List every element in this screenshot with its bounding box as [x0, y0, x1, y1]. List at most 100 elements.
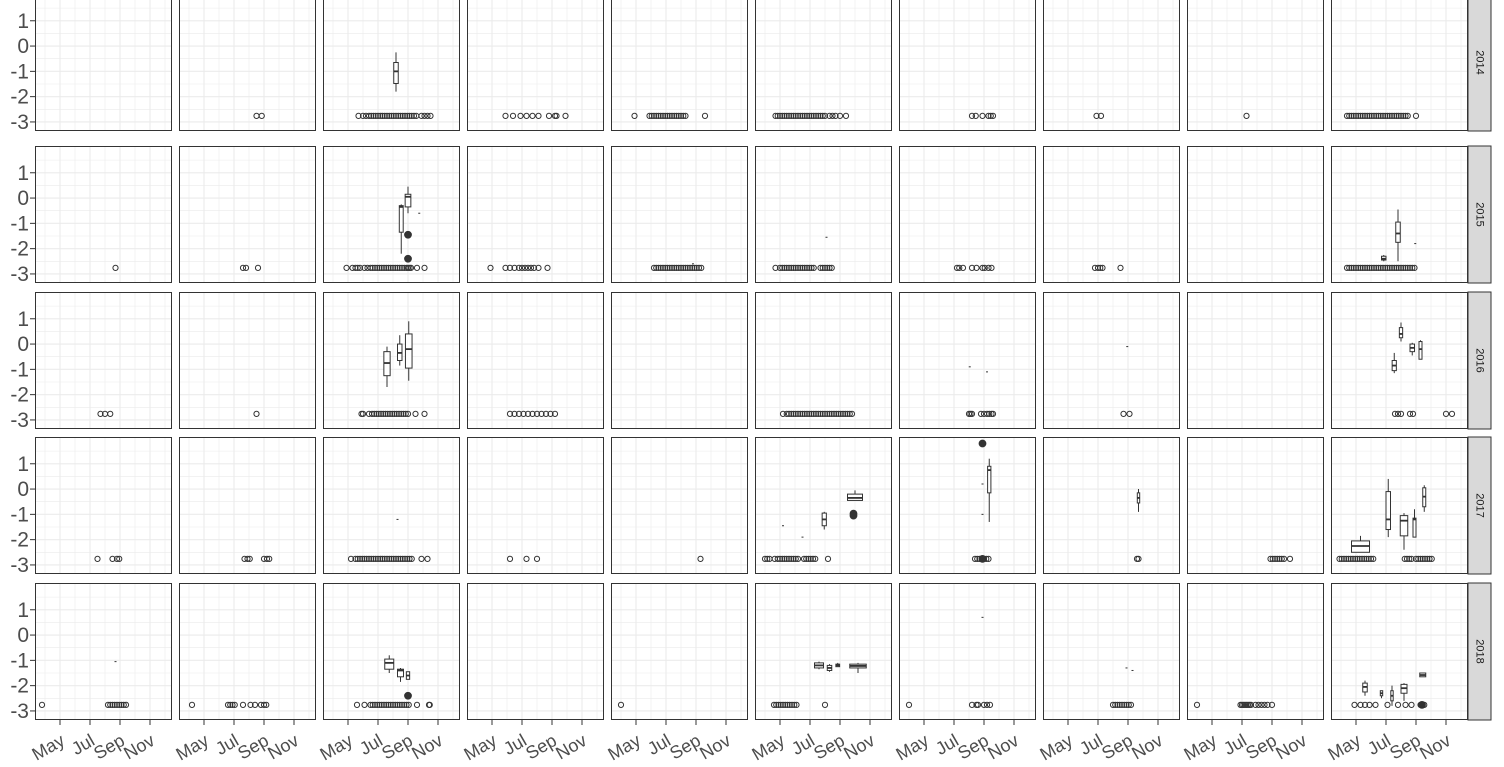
outlier-point — [842, 410, 849, 417]
outlier-point — [653, 264, 660, 271]
outlier-point — [107, 410, 114, 417]
outlier-point — [1384, 112, 1391, 119]
outlier-point — [1280, 555, 1288, 562]
facet-panel — [1331, 292, 1468, 429]
outlier-point — [1350, 264, 1357, 271]
outlier-point — [398, 701, 406, 708]
outlier-point — [657, 112, 664, 119]
outlier-point — [1382, 264, 1389, 271]
outlier-point — [1278, 555, 1285, 562]
outlier-point — [533, 555, 541, 562]
outlier-point — [385, 701, 392, 708]
panel-background — [35, 0, 172, 131]
outlier-point — [1401, 555, 1408, 562]
outlier-point — [1118, 701, 1126, 708]
outlier-point — [797, 112, 804, 119]
outlier-point — [377, 112, 384, 119]
outlier-point — [395, 555, 402, 562]
panel-border — [1043, 437, 1180, 574]
outlier-point — [1417, 555, 1424, 562]
panel-background — [1187, 583, 1324, 720]
outlier-point — [260, 701, 268, 708]
x-tick-label: May — [749, 730, 788, 764]
outlier-point — [1388, 112, 1396, 119]
facet-panel — [1187, 146, 1324, 283]
strip-label-year: 2017 — [1474, 493, 1486, 517]
y-tick-label: -1 — [10, 212, 29, 235]
outlier-point — [378, 701, 385, 708]
outlier-point — [953, 264, 961, 271]
outlier-point — [511, 264, 518, 271]
outlier-point — [819, 112, 826, 119]
outlier-point — [231, 701, 238, 708]
panel-border — [323, 0, 460, 131]
outlier-point — [987, 112, 994, 119]
outlier-point — [785, 410, 793, 417]
panel-border — [179, 437, 316, 574]
outlier-point — [832, 112, 839, 119]
panel-background — [179, 0, 316, 131]
outlier-point — [803, 410, 811, 417]
outlier-point — [116, 701, 123, 708]
outlier-point — [1343, 555, 1350, 562]
outlier-point — [1375, 264, 1382, 271]
panel-border — [323, 583, 460, 720]
outlier-point — [794, 112, 802, 119]
outlier-point — [410, 112, 418, 119]
outlier-point — [792, 112, 799, 119]
y-tick-label: 0 — [17, 624, 29, 647]
outlier-point — [371, 264, 379, 271]
outlier-point — [786, 701, 793, 708]
outlier-point — [836, 112, 844, 119]
outlier-point — [671, 112, 678, 119]
outlier-point — [388, 112, 395, 119]
panel-border — [611, 146, 748, 283]
facet-panel — [755, 146, 892, 283]
outlier-point — [776, 264, 784, 271]
outlier-point — [1391, 264, 1398, 271]
outlier-point — [1402, 701, 1409, 708]
panel-background — [899, 146, 1036, 283]
outlier-point — [538, 410, 545, 417]
box-iqr — [1418, 341, 1423, 360]
x-tick-label: May — [317, 730, 356, 764]
outlier-point — [971, 555, 979, 562]
outlier-point — [502, 112, 509, 119]
y-tick-label: -1 — [10, 503, 29, 526]
panel-border — [611, 583, 748, 720]
outlier-point — [680, 112, 687, 119]
outlier-point — [424, 112, 431, 119]
outlier-point — [413, 264, 421, 271]
outlier-point — [188, 701, 196, 708]
outlier-point — [421, 410, 428, 417]
outlier-point — [806, 264, 813, 271]
panel-border — [1187, 0, 1324, 131]
outlier-point — [783, 264, 790, 271]
outlier-point — [956, 264, 963, 271]
outlier-point — [1366, 112, 1373, 119]
y-tick-label: -2 — [10, 86, 29, 109]
outlier-point — [1357, 112, 1364, 119]
outlier-point — [1352, 112, 1360, 119]
outlier-point — [1357, 264, 1364, 271]
outlier-point — [112, 264, 119, 271]
outlier-point — [365, 112, 373, 119]
outlier-point — [412, 410, 419, 417]
outlier-point — [1125, 701, 1132, 708]
outlier-point — [1393, 112, 1400, 119]
facet-panel — [1043, 146, 1180, 283]
outlier-point — [675, 264, 682, 271]
outlier-point — [1135, 555, 1142, 562]
outlier-point — [668, 264, 676, 271]
outlier-point — [354, 264, 361, 271]
outlier-point — [848, 410, 856, 417]
strip-background — [1467, 291, 1492, 430]
panel-border — [1043, 583, 1180, 720]
outlier-point — [653, 112, 660, 119]
outlier-point — [387, 264, 394, 271]
outlier-point — [655, 264, 662, 271]
outlier-point — [794, 410, 802, 417]
outlier-point — [392, 112, 400, 119]
outlier-point — [657, 264, 664, 271]
outlier-point — [374, 264, 381, 271]
